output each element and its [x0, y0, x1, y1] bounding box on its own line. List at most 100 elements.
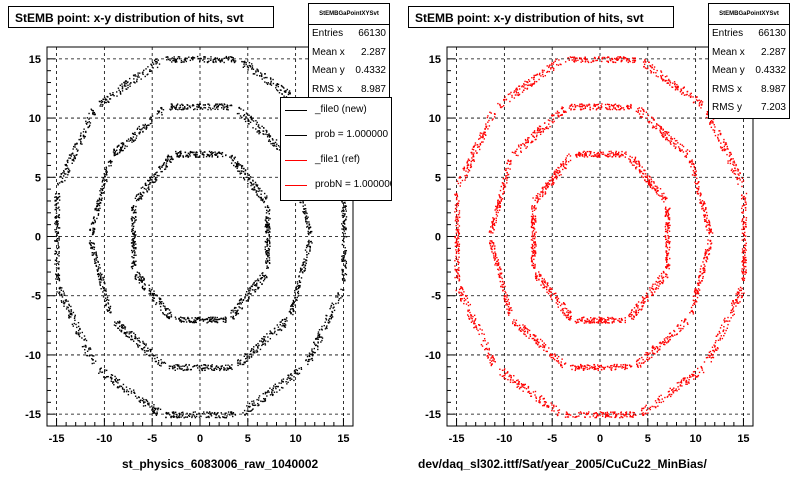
hit-point	[203, 413, 205, 415]
hit-point	[133, 241, 136, 244]
hit-point	[496, 207, 498, 209]
hit-point	[599, 108, 602, 110]
hit-point	[106, 180, 108, 183]
hit-point	[259, 281, 262, 284]
hit-point	[635, 168, 637, 170]
hit-point	[546, 291, 548, 293]
hit-point	[256, 349, 258, 351]
hit-point	[567, 318, 570, 321]
hit-point	[153, 181, 155, 184]
hit-point	[553, 182, 555, 184]
hit-point	[497, 259, 500, 261]
hit-point	[295, 288, 297, 290]
hit-point	[145, 125, 147, 127]
hit-point	[345, 216, 348, 218]
hit-point	[226, 57, 228, 59]
hit-point	[662, 279, 664, 281]
hit-point	[600, 104, 602, 107]
hit-point	[247, 118, 249, 120]
hit-point	[154, 61, 157, 63]
hit-point	[105, 288, 107, 290]
hit-point	[518, 145, 520, 148]
hit-point	[198, 155, 201, 157]
hit-point	[65, 308, 68, 310]
hit-point	[105, 369, 108, 372]
hit-point	[281, 85, 283, 88]
hit-point	[160, 107, 162, 109]
hit-point	[516, 148, 518, 151]
hit-point	[191, 151, 194, 154]
hit-point	[532, 264, 535, 267]
hit-point	[640, 175, 643, 177]
hit-point	[143, 127, 146, 129]
hit-point	[596, 104, 599, 106]
hit-point	[708, 223, 711, 226]
hit-point	[121, 144, 124, 146]
hit-point	[267, 229, 270, 231]
hit-point	[704, 214, 706, 217]
hit-point	[68, 310, 70, 313]
hit-point	[306, 244, 308, 247]
hit-point	[298, 276, 300, 278]
hit-point	[121, 145, 124, 148]
hit-point	[499, 189, 502, 192]
hit-point	[342, 212, 344, 215]
hit-point	[493, 218, 495, 221]
hit-point	[505, 169, 507, 171]
hit-point	[271, 389, 273, 391]
x-tick-label: 5	[245, 433, 251, 445]
hit-point	[118, 322, 121, 324]
hit-point	[99, 278, 101, 281]
hit-point	[133, 261, 135, 264]
hit-point	[266, 76, 268, 79]
hit-point	[132, 261, 135, 264]
hit-point	[199, 60, 201, 62]
hit-point	[586, 104, 588, 106]
hit-point	[253, 404, 255, 407]
hit-point	[94, 209, 96, 211]
hit-point	[178, 412, 181, 415]
hit-point	[146, 191, 149, 193]
hit-point	[283, 318, 286, 320]
hit-point	[705, 220, 707, 222]
hit-point	[534, 263, 536, 266]
hit-point	[317, 333, 319, 335]
hit-point	[639, 110, 642, 112]
hit-point	[224, 316, 227, 318]
hit-point	[213, 105, 216, 107]
hit-point	[663, 136, 665, 138]
hit-point	[171, 61, 173, 63]
hit-point	[238, 107, 240, 109]
hit-point	[675, 146, 677, 148]
hit-point	[658, 277, 660, 280]
hit-point	[653, 126, 655, 129]
hit-point	[58, 291, 60, 293]
hit-point	[666, 252, 668, 255]
hit-point	[152, 407, 154, 409]
hit-point	[341, 214, 344, 217]
hit-point	[531, 264, 534, 267]
hit-point	[544, 187, 547, 189]
hit-point	[666, 211, 668, 213]
hit-point	[96, 202, 98, 205]
hit-point	[58, 206, 60, 208]
hit-point	[160, 170, 162, 173]
hit-point	[176, 154, 178, 156]
hit-point	[704, 208, 707, 211]
hit-point	[531, 213, 534, 215]
hit-point	[246, 113, 249, 116]
hit-point	[120, 329, 123, 332]
hit-point	[270, 80, 272, 83]
hit-point	[637, 311, 640, 314]
hit-point	[631, 156, 633, 159]
hit-point	[520, 143, 522, 146]
hit-point	[560, 164, 563, 166]
hit-point	[545, 185, 547, 187]
hit-point	[213, 369, 216, 371]
hit-point	[128, 140, 130, 142]
hit-point	[69, 312, 72, 315]
hit-point	[77, 329, 80, 332]
hit-point	[156, 294, 158, 296]
hit-point	[192, 366, 194, 368]
